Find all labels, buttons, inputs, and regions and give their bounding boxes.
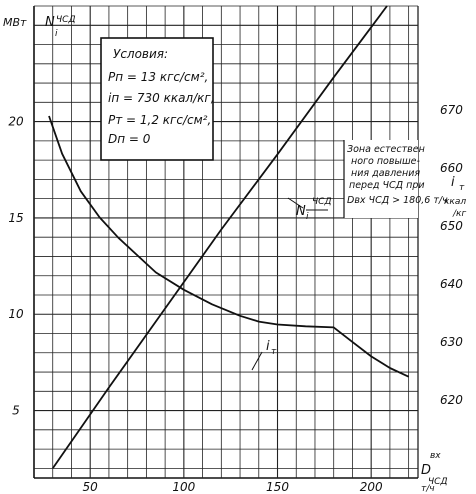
zone-annotation-bg	[344, 140, 418, 218]
zone-line-5: Dвх ЧСД > 180,6 т/ч	[347, 195, 448, 206]
y-right-unit-top: ккал	[444, 197, 466, 207]
y-right-tick-label-5: 660	[440, 161, 463, 175]
series-label-temp: i т	[251, 339, 277, 371]
series-line-power	[51, 5, 388, 469]
y-left-label: N i ЧСД	[45, 15, 76, 39]
y-right-tick-label-6: 670	[440, 103, 463, 117]
series-label-temp-sub: т	[271, 347, 277, 357]
y-right-unit-bottom: /кг	[452, 209, 466, 219]
y-left-label-sup: ЧСД	[56, 15, 76, 25]
zone-annotation: Зона естествен ного повыше- ния давления…	[343, 140, 448, 218]
x-tick-label-2: 100	[172, 480, 195, 494]
condition-line-2: iп = 730 ккал/кг,	[108, 91, 215, 105]
series-label-power-leader	[287, 197, 304, 209]
x-tick-label-1: 50	[83, 480, 99, 494]
grid	[34, 5, 418, 478]
tick-labels: 50 100 150 200 5 10 15 20 620 630 640 650 660 670	[8, 103, 463, 494]
zone-line-1: Зона естествен	[347, 144, 425, 155]
series-label-power: N i ЧСД	[287, 197, 332, 222]
series-label-temp-main: i	[266, 339, 270, 354]
y-right-label: i т ккал /кг	[444, 175, 466, 219]
y-left-tick-label-3: 15	[8, 211, 23, 225]
y-right-tick-label-3: 640	[440, 277, 463, 291]
condition-line-3: Pт = 1,2 кгс/см²,	[108, 113, 211, 127]
x-axis-label: D вх ЧСД т/ч	[421, 451, 448, 494]
x-label-sub: ЧСД	[428, 477, 448, 487]
conditions-frame	[100, 37, 214, 161]
series-label-power-main: N	[296, 204, 306, 219]
y-right-label-main: i	[451, 175, 455, 190]
y-left-tick-label-4: 20	[8, 115, 24, 129]
y-left-tick-label-1: 5	[12, 404, 20, 418]
zone-line-4: перед ЧСД при	[349, 180, 425, 191]
y-left-label-main: N	[45, 15, 55, 30]
y-left-label-sub: i	[55, 29, 58, 39]
condition-line-4: Dп = 0	[108, 132, 151, 146]
x-tick-label-4: 200	[360, 480, 383, 494]
y-right-tick-label-2: 630	[440, 335, 463, 349]
x-label-sup: вх	[430, 451, 441, 461]
y-left-unit: МВт	[3, 16, 27, 29]
conditions-title: Условия:	[113, 47, 168, 61]
x-label-main: D	[421, 463, 431, 478]
series-label-power-sup: ЧСД	[312, 197, 332, 207]
conditions-box: Условия: Pп = 13 кгс/см², iп = 730 ккал/…	[100, 37, 215, 161]
x-tick-label-3: 150	[266, 480, 289, 494]
zone-line-2: ного повыше-	[351, 156, 421, 167]
condition-line-1: Pп = 13 кгс/см²,	[108, 70, 208, 84]
zone-line-3: ния давления	[351, 168, 420, 179]
series-label-power-sub: i	[306, 212, 309, 222]
series-line-temperature	[48, 115, 409, 378]
y-right-label-sub: т	[459, 183, 465, 193]
series-layer	[48, 5, 409, 469]
series-label-temp-leader	[251, 351, 263, 371]
y-right-tick-label-4: 650	[440, 219, 463, 233]
x-unit: т/ч	[421, 484, 435, 494]
y-right-tick-label-1: 620	[440, 393, 463, 407]
y-left-tick-label-2: 10	[8, 307, 24, 321]
